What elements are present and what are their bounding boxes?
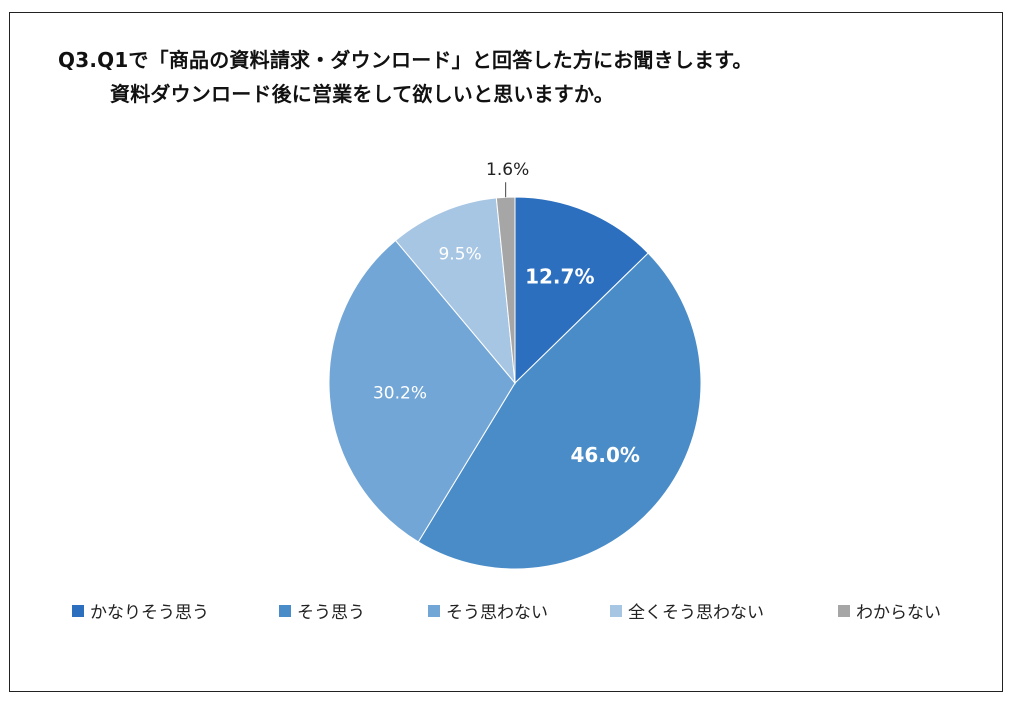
legend-item-3: そう思わない [428, 598, 548, 623]
data-label-5: 1.6% [486, 160, 529, 180]
legend-swatch [428, 604, 440, 617]
chart-legend: かなりそう思う そう思う そう思わない 全くそう思わない わからない [72, 598, 972, 626]
data-label-3: 30.2% [373, 384, 427, 404]
data-label-2: 46.0% [571, 443, 640, 467]
legend-label: わからない [856, 603, 941, 623]
legend-swatch [72, 604, 84, 617]
pie-slice-3 [328, 239, 516, 543]
data-label-1: 12.7% [525, 265, 594, 289]
legend-label: そう思わない [446, 603, 548, 623]
legend-label: そう思う [297, 603, 365, 623]
legend-item-1: かなりそう思う [72, 598, 209, 623]
data-label-4: 9.5% [438, 245, 481, 265]
pie-slice-4 [394, 197, 516, 385]
legend-item-5: わからない [838, 598, 941, 623]
legend-swatch [610, 604, 622, 617]
legend-item-4: 全くそう思わない [610, 598, 764, 623]
legend-swatch [279, 604, 291, 617]
chart-title-line-2: 資料ダウンロード後に営業をして欲しいと思いますか。 [110, 82, 614, 106]
pie-slice-1 [514, 196, 649, 385]
legend-label: 全くそう思わない [628, 603, 764, 623]
legend-swatch [838, 604, 850, 617]
chart-title-line-1: Q3.Q1で「商品の資料請求・ダウンロード」と回答した方にお聞きします。 [58, 48, 753, 72]
legend-label: かなりそう思う [90, 603, 209, 623]
pie-slice-2 [417, 252, 702, 570]
legend-item-2: そう思う [279, 598, 365, 623]
